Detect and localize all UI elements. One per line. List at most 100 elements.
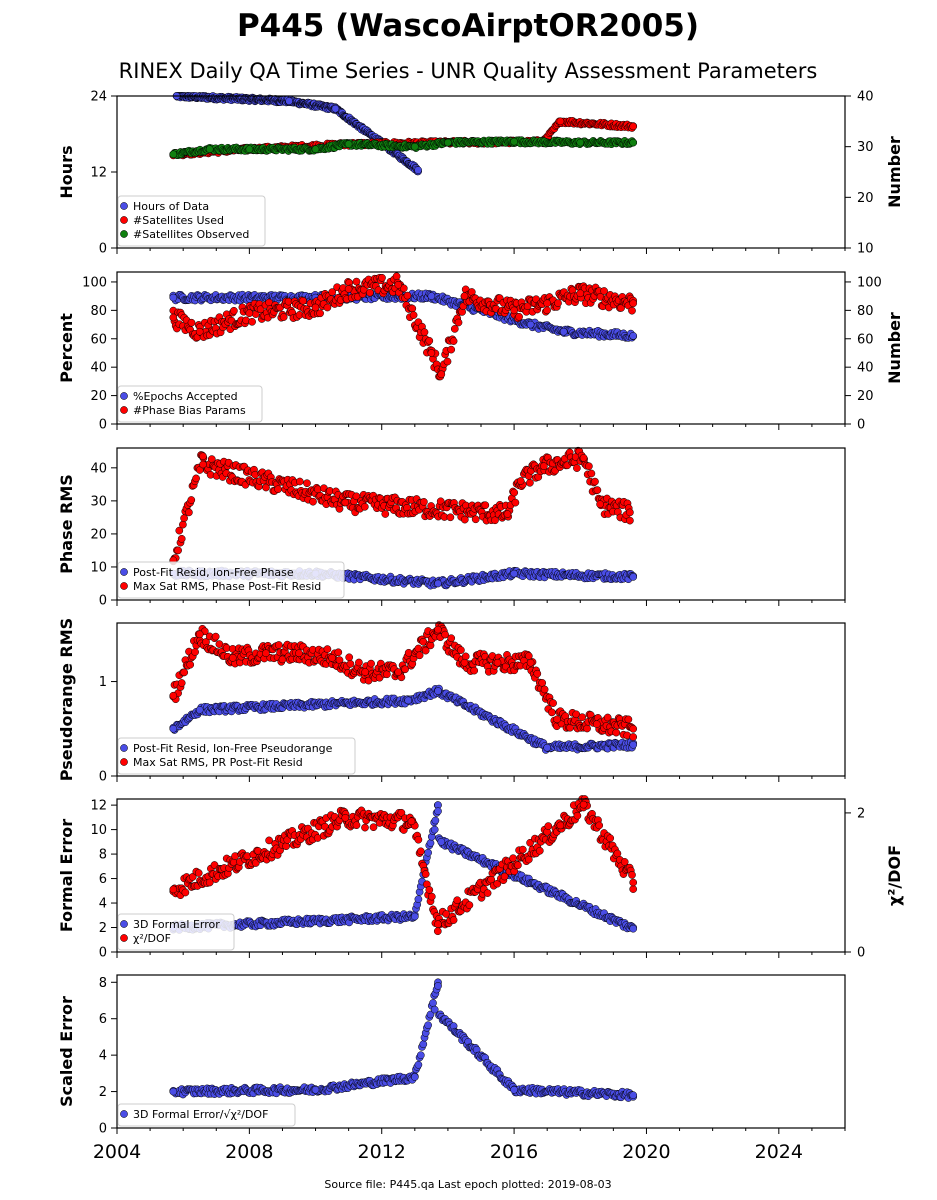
legend-marker xyxy=(120,230,128,238)
legend-marker xyxy=(120,406,128,414)
data-point xyxy=(421,870,430,878)
y-tick-label-right: 20 xyxy=(857,389,874,404)
data-point xyxy=(414,835,423,844)
data-point xyxy=(341,498,350,507)
x-tick-label: 2012 xyxy=(358,1141,406,1163)
data-points xyxy=(169,272,638,381)
y-tick-label: 4 xyxy=(99,897,107,912)
data-point xyxy=(447,634,456,643)
y-axis-label: Scaled Error xyxy=(57,996,76,1107)
data-point xyxy=(195,630,204,639)
data-point xyxy=(483,889,492,897)
data-point xyxy=(323,303,332,312)
data-point xyxy=(334,648,343,657)
data-point xyxy=(444,138,452,147)
legend-marker xyxy=(120,920,128,928)
data-point xyxy=(295,477,304,486)
legend-entry: #Phase Bias Params xyxy=(133,404,246,417)
data-point xyxy=(169,724,178,733)
data-point xyxy=(553,715,561,724)
data-point xyxy=(381,510,390,518)
data-point xyxy=(383,670,391,679)
data-point xyxy=(503,510,512,518)
data-point xyxy=(311,303,320,312)
data-point xyxy=(481,501,490,510)
data-point xyxy=(465,901,474,909)
data-point xyxy=(587,469,596,478)
data-point xyxy=(279,313,288,321)
data-point xyxy=(248,317,256,326)
legend-marker xyxy=(120,568,128,576)
data-point xyxy=(230,306,238,315)
data-point xyxy=(352,277,361,286)
data-point xyxy=(403,291,412,300)
y-tick-label: 100 xyxy=(82,275,107,290)
legend-entry: Max Sat RMS, Phase Post-Fit Resid xyxy=(133,580,321,593)
data-point xyxy=(169,885,178,894)
data-point xyxy=(629,332,638,340)
y-tick-label: 40 xyxy=(90,361,107,376)
legend-entry: #Satellites Used xyxy=(133,214,224,227)
data-point xyxy=(629,733,638,741)
data-point xyxy=(433,927,442,936)
data-point xyxy=(470,666,479,675)
data-point xyxy=(613,849,622,858)
data-point xyxy=(629,924,638,933)
data-point xyxy=(415,651,424,660)
data-point xyxy=(543,743,552,752)
y-tick-label-right: 80 xyxy=(857,304,874,319)
data-point xyxy=(592,720,601,728)
x-tick-label: 2004 xyxy=(93,1141,141,1163)
data-point xyxy=(187,496,196,504)
data-point xyxy=(578,713,587,722)
data-point xyxy=(516,477,525,485)
data-point xyxy=(457,646,465,654)
data-point xyxy=(169,691,178,700)
data-point xyxy=(181,888,190,897)
data-point xyxy=(629,573,638,581)
data-point xyxy=(199,460,207,469)
data-point xyxy=(323,645,332,653)
data-point xyxy=(425,886,434,894)
x-tick-label: 2024 xyxy=(755,1141,803,1163)
data-point xyxy=(366,288,374,297)
y-tick-label: 20 xyxy=(90,389,107,404)
data-point xyxy=(629,122,638,131)
data-point xyxy=(346,660,355,668)
y-tick-label: 0 xyxy=(99,594,107,609)
x-tick-label: 2008 xyxy=(225,1141,273,1163)
y-axis-label: Formal Error xyxy=(57,819,76,932)
data-point xyxy=(299,296,307,305)
data-point xyxy=(414,895,423,904)
data-point xyxy=(352,821,361,830)
data-point xyxy=(426,641,435,650)
data-point xyxy=(410,912,419,921)
data-point xyxy=(424,1021,432,1030)
data-point xyxy=(434,579,442,588)
legend-marker xyxy=(120,392,128,400)
data-point xyxy=(510,1085,518,1094)
data-point xyxy=(511,498,520,507)
data-point xyxy=(549,699,557,707)
data-point xyxy=(410,1073,419,1081)
y-axis-label: Pseudorange RMS xyxy=(57,618,76,781)
data-point xyxy=(180,514,188,523)
data-point xyxy=(245,309,254,318)
x-tick-label: 2016 xyxy=(490,1141,538,1163)
data-point xyxy=(629,138,638,147)
data-point xyxy=(596,500,604,509)
data-point xyxy=(606,834,615,843)
y-axis-label-right: Number xyxy=(885,312,904,384)
data-point xyxy=(540,462,548,471)
data-point xyxy=(515,312,523,321)
data-point xyxy=(179,520,187,529)
y-tick-label: 8 xyxy=(99,848,107,863)
data-point xyxy=(540,685,549,694)
data-point xyxy=(446,513,455,522)
data-point xyxy=(420,328,429,337)
data-point xyxy=(369,823,378,832)
data-point xyxy=(629,1091,638,1100)
data-point xyxy=(535,846,544,855)
data-point xyxy=(409,311,418,319)
data-point xyxy=(414,166,422,174)
